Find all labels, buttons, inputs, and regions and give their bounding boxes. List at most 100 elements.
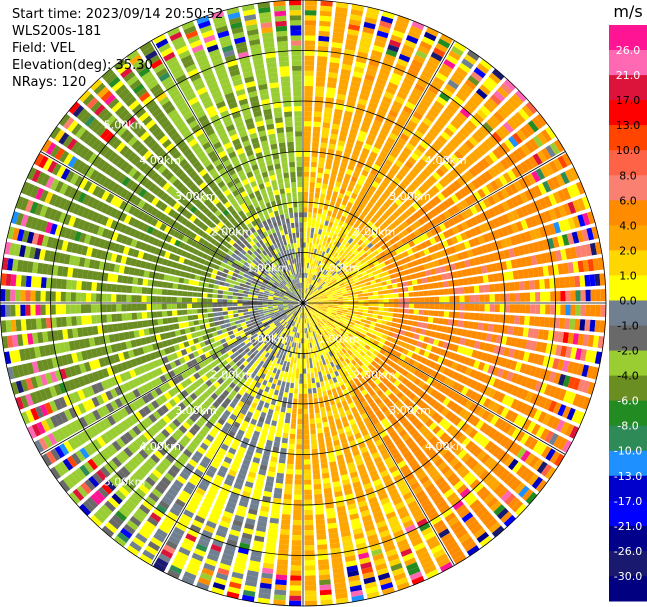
velocity-gate: [412, 111, 423, 121]
velocity-gate: [392, 146, 402, 155]
velocity-gate: [319, 360, 323, 367]
velocity-gate: [479, 212, 487, 222]
velocity-gate: [355, 140, 364, 148]
velocity-gate: [544, 317, 550, 328]
velocity-gate: [347, 310, 353, 314]
velocity-gate: [504, 282, 510, 292]
velocity-gate: [489, 304, 495, 312]
velocity-gate: [313, 281, 317, 286]
velocity-gate: [494, 293, 500, 302]
velocity-gate: [486, 264, 493, 273]
velocity-gate: [313, 207, 318, 214]
velocity-gate: [317, 285, 322, 290]
velocity-gate: [320, 137, 329, 144]
velocity-gate: [501, 201, 510, 212]
velocity-gate: [442, 318, 449, 325]
velocity-gate: [312, 296, 317, 299]
velocity-gate: [335, 260, 340, 266]
velocity-gate: [295, 464, 302, 470]
velocity-gate: [400, 258, 407, 265]
velocity-gate: [344, 270, 350, 276]
velocity-gate: [337, 292, 343, 296]
velocity-gate: [555, 250, 563, 262]
velocity-gate: [441, 273, 448, 280]
velocity-gate: [366, 201, 374, 209]
velocity-gate: [303, 378, 307, 384]
velocity-gate: [410, 152, 420, 161]
velocity-gate: [317, 297, 323, 300]
velocity-gate: [358, 276, 365, 281]
velocity-gate: [445, 142, 456, 153]
velocity-gate: [571, 362, 580, 375]
velocity-gate: [318, 30, 330, 37]
velocity-gate: [524, 231, 532, 242]
velocity-gate: [360, 283, 367, 287]
velocity-gate: [416, 78, 428, 88]
velocity-gate: [466, 249, 474, 258]
velocity-gate: [275, 579, 287, 586]
velocity-gate: [337, 171, 345, 178]
velocity-gate: [304, 0, 317, 6]
velocity-gate: [308, 388, 312, 394]
velocity-gate: [287, 356, 292, 363]
velocity-gate: [313, 301, 319, 303]
velocity-gate: [432, 317, 439, 324]
velocity-gate: [408, 309, 414, 314]
velocity-gate: [278, 544, 289, 550]
velocity-gate: [367, 313, 373, 318]
velocity-gate: [368, 306, 374, 310]
velocity-gate: [306, 333, 309, 339]
velocity-gate: [310, 423, 316, 429]
velocity-gate: [412, 87, 423, 97]
velocity-gate: [491, 193, 501, 204]
velocity-gate: [378, 105, 389, 114]
velocity-gate: [449, 263, 456, 271]
velocity-gate: [296, 337, 300, 344]
velocity-gate: [518, 108, 530, 121]
velocity-gate: [363, 296, 369, 300]
velocity-gate: [408, 332, 415, 339]
velocity-gate: [483, 284, 490, 293]
velocity-gate: [436, 274, 443, 281]
velocity-gate: [509, 304, 516, 313]
velocity-gate: [589, 274, 596, 287]
velocity-gate: [464, 79, 477, 90]
velocity-gate: [274, 482, 283, 489]
velocity-gate: [390, 262, 398, 269]
velocity-gate: [306, 247, 309, 253]
velocity-gate: [461, 250, 469, 259]
velocity-gate: [461, 210, 469, 220]
velocity-gate: [355, 183, 362, 191]
velocity-gate: [373, 40, 386, 48]
velocity-gate: [468, 167, 478, 178]
velocity-gate: [404, 256, 412, 263]
velocity-gate: [345, 285, 351, 289]
velocity-gate: [304, 535, 314, 541]
velocity-gate: [391, 72, 403, 81]
velocity-gate: [523, 123, 535, 136]
velocity-gate: [334, 16, 347, 24]
velocity-gate: [332, 32, 344, 39]
velocity-gate: [463, 312, 470, 320]
velocity-gate: [500, 104, 512, 116]
velocity-gate: [290, 423, 296, 429]
velocity-gate: [452, 135, 463, 145]
velocity-gate: [308, 398, 313, 404]
velocity-gate: [461, 158, 471, 169]
velocity-gate: [483, 101, 495, 113]
velocity-gate: [305, 277, 307, 283]
velocity-gate: [464, 196, 473, 206]
velocity-gate: [347, 295, 354, 298]
velocity-gate: [461, 58, 474, 70]
velocity-gate: [286, 407, 292, 414]
velocity-gate: [515, 90, 527, 103]
velocity-gate: [411, 59, 424, 69]
velocity-gate: [332, 118, 341, 125]
velocity-gate: [388, 132, 398, 141]
velocity-gate: [287, 372, 292, 378]
velocity-gate: [519, 292, 526, 302]
velocity-gate: [366, 285, 373, 289]
velocity-gate: [534, 380, 543, 392]
velocity-gate: [524, 158, 534, 171]
velocity-gate: [402, 77, 414, 87]
